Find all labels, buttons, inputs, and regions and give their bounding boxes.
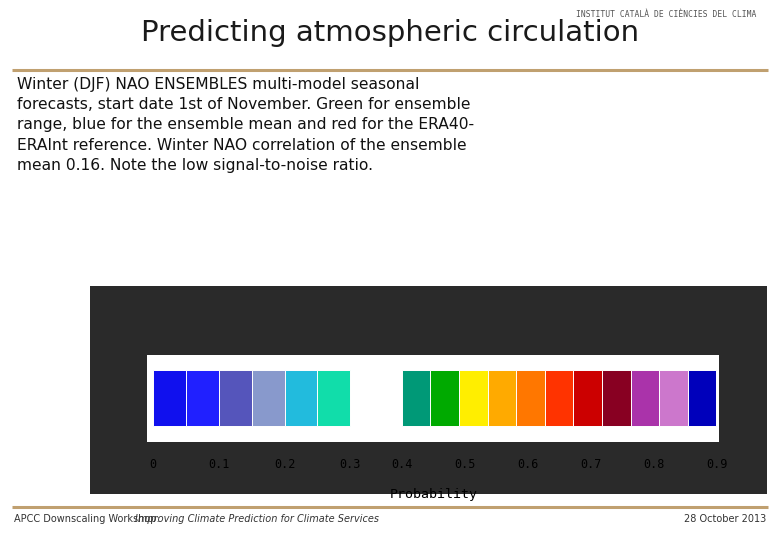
Text: 0.5: 0.5 [454,458,476,471]
Text: 0.6: 0.6 [517,458,538,471]
Bar [631,370,659,427]
Bar [659,370,688,427]
Bar [459,370,488,427]
Bar [602,370,631,427]
Text: 0: 0 [150,458,157,471]
Bar [488,370,516,427]
Text: INSTITUT CATALÀ DE CIÈNCIES DEL CLIMA: INSTITUT CATALÀ DE CIÈNCIES DEL CLIMA [576,10,757,19]
Text: Predicting atmospheric circulation: Predicting atmospheric circulation [141,19,639,47]
Bar [688,370,717,427]
Bar [516,370,545,427]
Bar [285,370,317,427]
Bar [252,370,285,427]
Text: 0.9: 0.9 [706,458,727,471]
Bar [317,370,350,427]
Bar [186,370,218,427]
Bar [153,370,186,427]
Text: Improving Climate Prediction for Climate Services: Improving Climate Prediction for Climate… [135,514,379,524]
Text: 0.2: 0.2 [274,458,296,471]
Text: 0.7: 0.7 [580,458,601,471]
Bar [573,370,602,427]
Bar [402,370,431,427]
Bar [545,370,573,427]
Text: Probability: Probability [389,488,477,501]
Bar [431,370,459,427]
Text: 0.1: 0.1 [208,458,229,471]
Text: 0.3: 0.3 [339,458,361,471]
Text: 0.4: 0.4 [391,458,413,471]
Text: Winter (DJF) NAO ENSEMBLES multi-model seasonal
forecasts, start date 1st of Nov: Winter (DJF) NAO ENSEMBLES multi-model s… [17,77,474,173]
Text: 0.8: 0.8 [643,458,665,471]
Bar [218,370,252,427]
Text: APCC Downscaling Workshop:: APCC Downscaling Workshop: [14,514,163,524]
Text: 28 October 2013: 28 October 2013 [684,514,766,524]
